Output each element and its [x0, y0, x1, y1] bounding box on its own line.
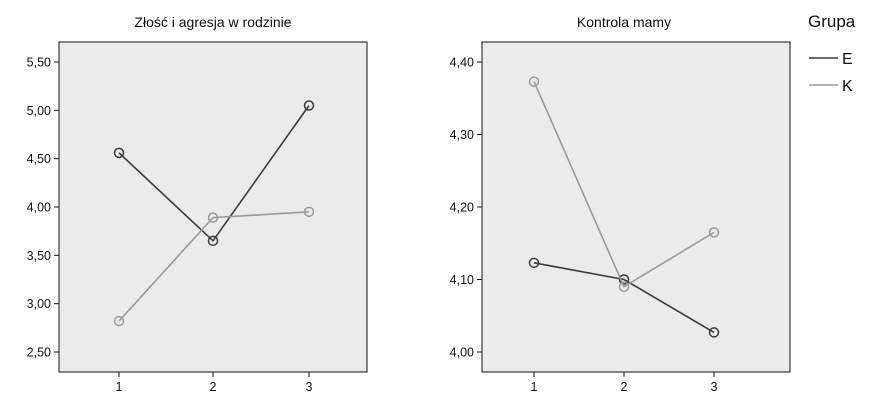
- chart-1-y-tick-label: 5,00: [27, 104, 51, 118]
- chart-2-series-e-line: [533, 262, 715, 334]
- chart-1-series-e-point: [113, 147, 125, 159]
- chart-2-series-k-point: [528, 76, 540, 87]
- legend-label-k: K: [842, 78, 853, 95]
- chart-2-y-tick-label: 4,00: [450, 346, 474, 360]
- chart-1-plot-area: [58, 41, 368, 373]
- chart-1-y-tick-label: 2,50: [27, 346, 51, 360]
- chart-1-series: [113, 100, 315, 327]
- chart-2-x-tick-label: 3: [711, 380, 718, 394]
- chart-2-y-tick-label: 4,30: [450, 128, 474, 142]
- chart-1-y-tick-label: 4,50: [27, 152, 51, 166]
- chart-1-series-k-point: [303, 206, 315, 218]
- chart-1-x-tick-label: 1: [116, 380, 123, 394]
- chart-2-plot-area: [481, 41, 791, 373]
- chart-1-series-k-point: [113, 315, 125, 327]
- chart-1-series-e-point: [207, 235, 219, 247]
- chart-2-series-k-line: [533, 81, 715, 288]
- chart-2-y-tick-label: 4,20: [450, 201, 474, 215]
- chart-2-axes: 4,00 4,10 4,20 4,30 4,40 1 2 3: [450, 56, 718, 395]
- chart-2-y-tick-label: 4,10: [450, 273, 474, 287]
- legend: Grupa E K: [808, 12, 856, 95]
- chart-1-y-tick-label: 4,00: [27, 201, 51, 215]
- chart-2: Kontrola mamy 4,00 4,10 4,20 4,30 4,40 1 2 3: [450, 14, 791, 395]
- chart-1-y-tick-label: 3,50: [27, 249, 51, 263]
- legend-title: Grupa: [808, 12, 856, 31]
- chart-2-series: [528, 76, 720, 338]
- chart-1-series-e-line: [118, 105, 310, 243]
- chart-1-series-e-point: [303, 100, 315, 111]
- chart-1-axes: 2,50 3,00 3,50 4,00 4,50 5,00 5,50 1 2 3: [27, 56, 313, 395]
- chart-2-series-e-point: [708, 327, 720, 338]
- chart-1-y-tick-label: 5,50: [27, 56, 51, 70]
- chart-2-series-e-point: [618, 274, 630, 285]
- chart-2-series-e-point: [528, 257, 540, 269]
- chart-2-y-tick-label: 4,40: [450, 56, 474, 70]
- chart-2-series-k-point: [618, 281, 630, 292]
- chart-2-x-tick-label: 1: [531, 380, 538, 394]
- chart-2-series-k-point: [708, 227, 720, 238]
- chart-1: Złość i agresja w rodzinie 2,50 3,00 3,50 4…: [27, 14, 368, 395]
- chart-1-series-k-point: [207, 212, 219, 223]
- chart-2-x-tick-label: 2: [621, 380, 628, 394]
- chart-1-x-tick-label: 2: [210, 380, 217, 394]
- legend-label-e: E: [842, 51, 853, 68]
- chart-1-series-k-line: [118, 211, 310, 322]
- chart-1-y-tick-label: 3,00: [27, 297, 51, 311]
- chart-1-title: Złość i agresja w rodzinie: [134, 14, 291, 30]
- chart-1-x-tick-label: 3: [306, 380, 313, 394]
- chart-2-title: Kontrola mamy: [577, 14, 671, 30]
